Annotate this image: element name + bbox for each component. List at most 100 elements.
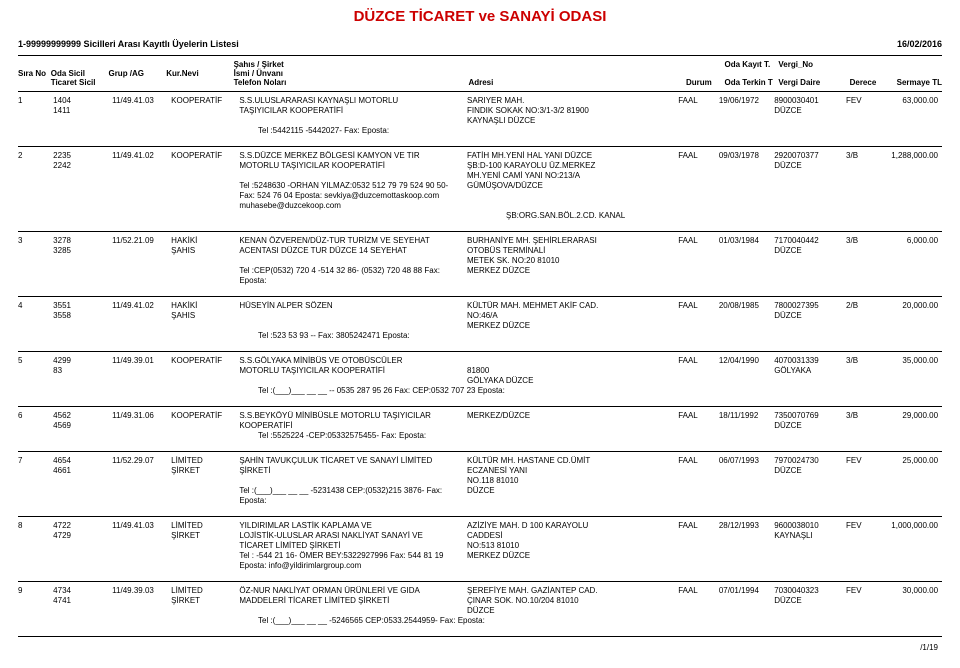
isim-2: MADDELERİ TİCARET LİMİTED ŞİRKETİ <box>239 596 467 606</box>
print-date: 16/02/2016 <box>897 39 942 49</box>
durum: FAAL <box>678 96 719 106</box>
isim-1: ÖZ-NUR NAKLİYAT ORMAN ÜRÜNLERİ VE GIDA <box>239 586 467 596</box>
adres-3: NO:513 81010 <box>467 541 678 551</box>
kur-nevi-2 <box>171 106 239 116</box>
hdr-vergidaire: Vergi Daire <box>778 78 849 87</box>
sermaye: 35,000.00 <box>883 356 942 366</box>
vergi-no: 7030040323 <box>774 586 846 596</box>
adres-2: CADDESİ <box>467 531 678 541</box>
durum: FAAL <box>678 301 719 311</box>
kur-nevi-2 <box>171 366 239 376</box>
sermaye: 6,000.00 <box>883 236 942 246</box>
derece: 3/B <box>846 236 883 246</box>
hdr-isim: İsmi / Ünvanı <box>234 69 469 78</box>
tel: Tel : -544 21 16- ÖMER BEY:5322927996 Fa… <box>239 551 467 571</box>
tel: Tel :(___)___ __ __ -5231438 CEP:(0532)2… <box>239 486 467 506</box>
sira: 3 <box>18 236 53 246</box>
kayit-t: 12/04/1990 <box>719 356 774 366</box>
adres-2: OTOBÜS TERMİNALİ <box>467 246 678 256</box>
tel: Tel :(___)___ __ __ -5246565 CEP:0533.25… <box>258 616 732 626</box>
grup: 11/49.41.03 <box>112 96 171 106</box>
kayit-t: 06/07/1993 <box>719 456 774 466</box>
hdr-terkin: Oda Terkin T <box>724 78 778 87</box>
ticaret-sicil: 2242 <box>53 161 112 171</box>
adres-4: DÜZCE <box>467 486 678 506</box>
sira: 6 <box>18 411 53 421</box>
tel: Tel :523 53 93 -- Fax: 3805242471 Eposta… <box>258 331 732 341</box>
kur-nevi-2: ŞİRKET <box>171 466 239 476</box>
isim-3: TİCARET LİMİTED ŞİRKETİ <box>239 541 467 551</box>
isim-3 <box>239 321 467 331</box>
hdr-ticsicil: Ticaret Sicil <box>51 78 109 87</box>
adres-1 <box>467 356 678 366</box>
adres-2: ECZANESİ YANI <box>467 466 678 476</box>
derece: FEV <box>846 586 883 596</box>
isim-3 <box>239 116 467 126</box>
adres-2: FINDIK SOKAK NO:3/1-3/2 81900 <box>467 106 678 116</box>
grup: 11/49.31.06 <box>112 411 171 421</box>
adres-5: ŞB:ORG.SAN.BÖL.2.CD. KANAL <box>506 211 736 221</box>
durum: FAAL <box>678 356 719 366</box>
sira: 9 <box>18 586 53 596</box>
derece: FEV <box>846 456 883 466</box>
adres-3: GÖLYAKA DÜZCE <box>467 376 678 386</box>
kayit-t: 09/03/1978 <box>719 151 774 161</box>
isim-1: S.S.GÖLYAKA MİNİBÜS VE OTOBÜSCÜLER <box>239 356 467 366</box>
kayit-t: 07/01/1994 <box>719 586 774 596</box>
adres-2: ŞB:D-100 KARAYOLU ÜZ.MERKEZ <box>467 161 678 171</box>
table-row: 4355111/49.41.02HAKİKİHÜSEYİN ALPER SÖZE… <box>18 297 942 352</box>
page-number: /1/19 <box>18 637 942 658</box>
oda-sicil: 4299 <box>53 356 112 366</box>
ticaret-sicil: 4729 <box>53 531 112 541</box>
adres-1: FATİH MH.YENİ HAL YANI DÜZCE <box>467 151 678 161</box>
vergi-no: 7800027395 <box>774 301 846 311</box>
ticaret-sicil: 4569 <box>53 421 112 431</box>
vergi-daire: DÜZCE <box>774 246 846 256</box>
vergi-no: 9600038010 <box>774 521 846 531</box>
isim-3 <box>239 171 467 181</box>
grup: 11/49.41.03 <box>112 521 171 531</box>
durum: FAAL <box>678 586 719 596</box>
kur-nevi-1: LİMİTED <box>171 521 239 531</box>
kur-nevi-1: HAKİKİ <box>171 301 239 311</box>
ticaret-sicil: 4741 <box>53 596 112 606</box>
sermaye: 30,000.00 <box>883 586 942 596</box>
adres-3: KAYNAŞLI DÜZCE <box>467 116 678 126</box>
adres-3: MERKEZ DÜZCE <box>467 321 678 331</box>
grup: 11/52.21.09 <box>112 236 171 246</box>
oda-sicil: 1404 <box>53 96 112 106</box>
adres-4: MERKEZ DÜZCE <box>467 266 678 286</box>
vergi-daire: GÖLYAKA <box>774 366 846 376</box>
tel: Tel :5525224 -CEP:05332575455- Fax: Epos… <box>258 431 732 441</box>
isim-1: KENAN ÖZVEREN/DÜZ-TUR TURİZM VE SEYEHAT <box>239 236 467 246</box>
durum: FAAL <box>678 521 719 531</box>
adres-4: MERKEZ DÜZCE <box>467 551 678 571</box>
adres-2 <box>467 421 678 431</box>
kur-nevi-1: KOOPERATİF <box>171 96 239 106</box>
vergi-daire: DÜZCE <box>774 596 846 606</box>
sermaye: 1,000,000.00 <box>883 521 942 531</box>
kur-nevi-2 <box>171 161 239 171</box>
grup: 11/49.41.02 <box>112 151 171 161</box>
adres-1: KÜLTÜR MH. HASTANE CD.ÜMİT <box>467 456 678 466</box>
adres-1: AZİZİYE MAH. D 100 KARAYOLU <box>467 521 678 531</box>
adres-1: MERKEZ/DÜZCE <box>467 411 678 421</box>
list-title: 1-99999999999 Sicilleri Arası Kayıtlı Üy… <box>18 39 239 49</box>
table-row: 2223511/49.41.02KOOPERATİFS.S.DÜZCE MERK… <box>18 147 942 232</box>
sermaye: 20,000.00 <box>883 301 942 311</box>
derece: 3/B <box>846 151 883 161</box>
kur-nevi-1: KOOPERATİF <box>171 356 239 366</box>
grup: 11/52.29.07 <box>112 456 171 466</box>
vergi-daire: DÜZCE <box>774 161 846 171</box>
ticaret-sicil: 3285 <box>53 246 112 256</box>
oda-sicil: 3278 <box>53 236 112 246</box>
vergi-daire: DÜZCE <box>774 421 846 431</box>
derece: 2/B <box>846 301 883 311</box>
oda-sicil: 4722 <box>53 521 112 531</box>
vergi-no: 4070031339 <box>774 356 846 366</box>
durum: FAAL <box>678 151 719 161</box>
adres-3: DÜZCE <box>467 606 678 616</box>
sira: 1 <box>18 96 53 106</box>
isim-2 <box>239 311 467 321</box>
hdr-durum: Durum <box>686 78 725 87</box>
